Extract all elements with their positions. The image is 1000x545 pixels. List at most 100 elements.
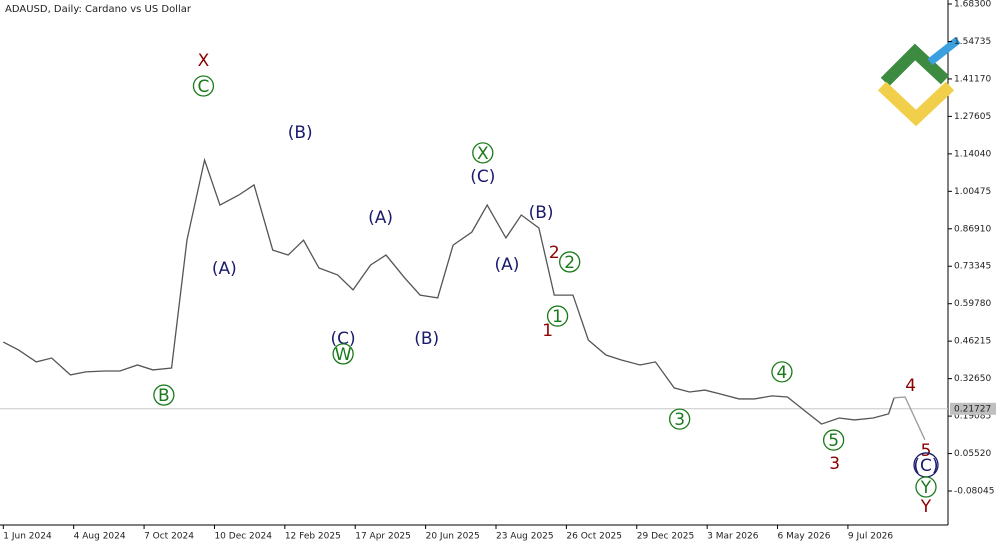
x-tick-label: 26 Oct 2025 (566, 532, 622, 542)
wave-label: (B) (288, 123, 313, 143)
wave-label: 3 (669, 408, 691, 430)
wave-text: 1 (542, 321, 553, 341)
wave-label: (C) (470, 167, 495, 187)
x-tick-label: 9 Jul 2026 (848, 532, 893, 542)
wave-label: 2 (549, 243, 560, 263)
wave-circle (192, 75, 215, 97)
x-tick-label: 12 Feb 2025 (285, 532, 341, 542)
wave-text: 1 (552, 307, 563, 327)
wave-text: (B) (414, 329, 439, 349)
wave-text: 2 (549, 243, 560, 263)
wave-label: X (472, 142, 494, 164)
wave-label: 4 (905, 376, 916, 396)
x-tick-label: 10 Dec 2024 (214, 532, 272, 542)
wave-text: (B) (288, 123, 313, 143)
y-tick-label: 1.14040 (954, 149, 991, 159)
y-tick-label: 0.05520 (954, 449, 991, 459)
wave-text: X (198, 51, 210, 71)
wave-circle (153, 384, 175, 406)
current-price-box (950, 402, 996, 415)
wave-text: 3 (674, 410, 685, 430)
wave-label: 1 (542, 321, 553, 341)
wave-label: 2 (559, 251, 581, 273)
x-tick-label: 7 Oct 2024 (144, 532, 194, 542)
y-tick-label: 1.27605 (954, 112, 991, 122)
wave-circle (822, 429, 845, 451)
wave-circle (472, 142, 494, 164)
wave-text: 4 (777, 363, 788, 383)
wave-circle (771, 361, 793, 383)
wave-label: 5 (921, 441, 932, 461)
y-tick-label: 0.73345 (954, 262, 991, 272)
y-tick-label: -0.08045 (954, 487, 994, 497)
wave-circle (669, 408, 691, 430)
wave-text: B (158, 386, 170, 406)
wave-text: (C) (331, 329, 356, 349)
x-tick-label: 1 Jun 2024 (3, 532, 52, 542)
x-tick-label: 3 Mar 2026 (707, 532, 759, 542)
wave-label: 1 (546, 305, 569, 327)
wave-label: (A) (212, 259, 237, 279)
logo-green (880, 43, 950, 87)
wave-label: 4 (771, 361, 793, 383)
y-tick-label: 1.41170 (954, 74, 991, 84)
wave-text: (C) (913, 456, 938, 476)
wave-label: (B) (414, 329, 439, 349)
x-tick-label: 6 May 2026 (778, 532, 831, 542)
wave-label: 5 (822, 429, 845, 451)
logo (877, 36, 961, 127)
wave-text: (A) (368, 208, 393, 228)
wave-text: (A) (495, 255, 520, 275)
wave-circle (915, 476, 937, 498)
wave-label: (C) (331, 329, 356, 349)
wave-text: (A) (212, 259, 237, 279)
y-tick-label: 0.19085 (954, 412, 991, 422)
logo-blue (927, 36, 961, 66)
wave-text: W (335, 345, 352, 365)
x-tick-label: 20 Jun 2025 (426, 532, 480, 542)
x-tick-label: 23 Aug 2025 (496, 532, 554, 542)
wave-circle (332, 343, 354, 365)
y-tick-label: 1.00475 (954, 187, 991, 197)
wave-text: 2 (564, 253, 575, 273)
wave-text: C (198, 77, 210, 97)
wave-text: Y (920, 478, 932, 498)
chart-title: ADAUSD, Daily: Cardano vs US Dollar (5, 4, 192, 15)
y-tick-label: 0.32650 (954, 374, 991, 384)
wave-label: X (198, 51, 210, 71)
wave-label: C (192, 75, 215, 97)
y-tick-label: 0.59780 (954, 299, 991, 309)
x-tick-label: 29 Dec 2025 (637, 532, 695, 542)
y-tick-label: 1.68300 (954, 0, 991, 10)
y-tick-label: 1.54735 (954, 37, 991, 47)
y-tick-label: 0.86910 (954, 224, 991, 234)
wave-label: (B) (529, 203, 554, 223)
wave-label: (A) (495, 255, 520, 275)
x-tick-label: 4 Aug 2024 (74, 532, 126, 542)
wave-text: (B) (529, 203, 554, 223)
wave-label: (C) (913, 452, 939, 478)
wave-circle (559, 251, 581, 273)
current-price-label: 0.21727 (954, 404, 991, 414)
wave-text: 5 (828, 431, 839, 451)
wave-circle (546, 305, 569, 327)
wave-label: B (153, 384, 175, 406)
wave-text: 3 (829, 454, 840, 474)
wave-text: X (477, 144, 489, 164)
logo-yellow (877, 81, 955, 127)
y-tick-label: 0.46215 (954, 337, 991, 347)
wave-label: 3 (829, 454, 840, 474)
wave-label: (A) (368, 208, 393, 228)
wave-label: W (332, 343, 354, 365)
wave-text: Y (920, 497, 932, 517)
price-line (894, 396, 926, 441)
x-tick-label: 17 Apr 2025 (355, 532, 411, 542)
wave-text: 4 (905, 376, 916, 396)
price-line (2, 157, 895, 425)
wave-text: 5 (921, 441, 932, 461)
wave-text: (C) (470, 167, 495, 187)
wave-label: Y (915, 476, 937, 498)
wave-label: Y (920, 497, 932, 517)
